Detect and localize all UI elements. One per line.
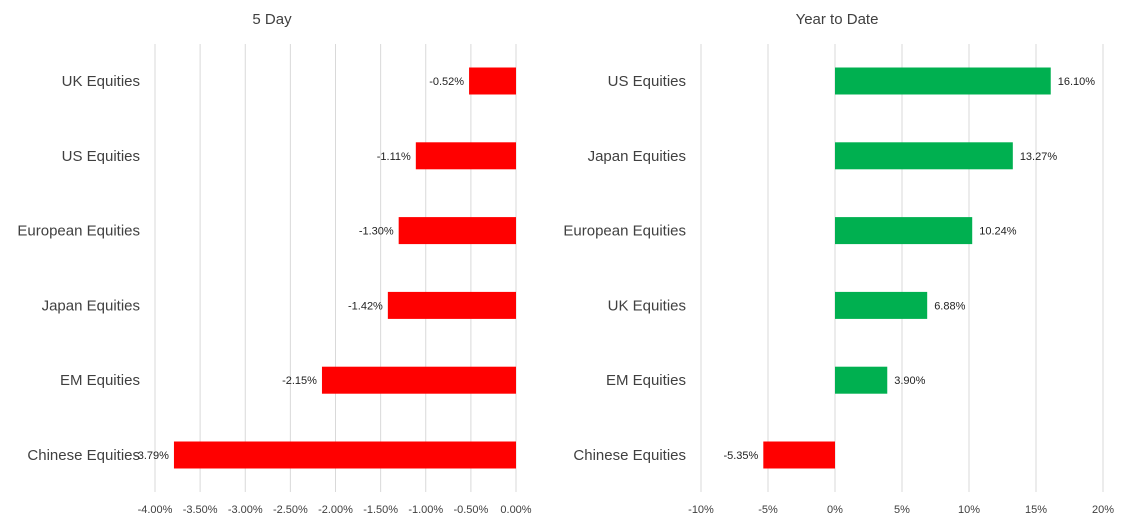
five-day-category-label: UK Equities <box>62 73 140 90</box>
ytd-category-label: US Equities <box>608 73 686 90</box>
five-day-chart-title: 5 Day <box>252 11 292 28</box>
five-day-x-tick-label: -1.00% <box>408 504 443 516</box>
five-day-x-tick-label: -3.00% <box>228 504 263 516</box>
five-day-bar <box>415 142 516 170</box>
five-day-x-tick-label: -2.50% <box>273 504 308 516</box>
ytd-category-label: European Equities <box>563 223 686 240</box>
five-day-x-tick-label: -1.50% <box>363 504 398 516</box>
five-day-data-label: -0.52% <box>429 76 464 88</box>
five-day-bar <box>469 67 516 95</box>
ytd-data-label: 13.27% <box>1020 151 1058 163</box>
five-day-x-tick-label: -0.50% <box>453 504 488 516</box>
five-day-data-label: -1.11% <box>377 151 411 163</box>
ytd-category-label: Japan Equities <box>588 148 686 165</box>
ytd-bar <box>835 291 928 319</box>
ytd-category-label: EM Equities <box>606 372 686 389</box>
five-day-x-tick-label: -4.00% <box>138 504 173 516</box>
ytd-x-tick-label: -10% <box>688 504 714 516</box>
five-day-data-label: -1.42% <box>348 300 383 312</box>
ytd-x-tick-label: 20% <box>1092 504 1114 516</box>
five-day-data-label: -3.79% <box>134 450 169 462</box>
five-day-x-tick-label: -2.00% <box>318 504 353 516</box>
five-day-x-tick-label: -3.50% <box>183 504 218 516</box>
ytd-data-label: 6.88% <box>934 300 965 312</box>
five-day-bar <box>173 441 516 469</box>
ytd-bar <box>835 67 1051 95</box>
ytd-bar <box>835 366 888 394</box>
ytd-data-label: 16.10% <box>1058 76 1096 88</box>
five-day-data-label: -2.15% <box>282 375 317 387</box>
five-day-bar <box>387 291 516 319</box>
ytd-category-label: UK Equities <box>608 297 686 314</box>
five-day-bar <box>398 217 516 245</box>
five-day-category-label: EM Equities <box>60 372 140 389</box>
five-day-data-label: -1.30% <box>359 226 394 238</box>
ytd-category-label: Chinese Equities <box>573 447 686 464</box>
year-to-date-chart-title: Year to Date <box>796 11 879 28</box>
ytd-x-tick-label: 10% <box>958 504 980 516</box>
ytd-x-tick-label: 15% <box>1025 504 1047 516</box>
five-day-x-tick-label: 0.00% <box>500 504 531 516</box>
ytd-x-tick-label: -5% <box>758 504 778 516</box>
year-to-date-chart: Year to Date -10% -5% 0% 5% 10% 15% 20% US Equi… <box>563 11 1114 516</box>
ytd-x-tick-label: 5% <box>894 504 910 516</box>
five-day-category-label: Chinese Equities <box>27 447 140 464</box>
ytd-bar <box>763 441 835 469</box>
ytd-data-label: 3.90% <box>894 375 925 387</box>
five-day-bar <box>321 366 516 394</box>
five-day-category-label: US Equities <box>62 148 140 165</box>
ytd-data-label: -5.35% <box>723 450 758 462</box>
five-day-chart: 5 Day -4.00% -3.50% -3.00% -2.50% -2.00% -1.5… <box>17 11 531 516</box>
ytd-x-tick-label: 0% <box>827 504 843 516</box>
ytd-data-label: 10.24% <box>979 226 1017 238</box>
ytd-bar <box>835 142 1013 170</box>
five-day-category-label: Japan Equities <box>42 297 140 314</box>
ytd-bar <box>835 217 973 245</box>
five-day-category-label: European Equities <box>17 223 140 240</box>
